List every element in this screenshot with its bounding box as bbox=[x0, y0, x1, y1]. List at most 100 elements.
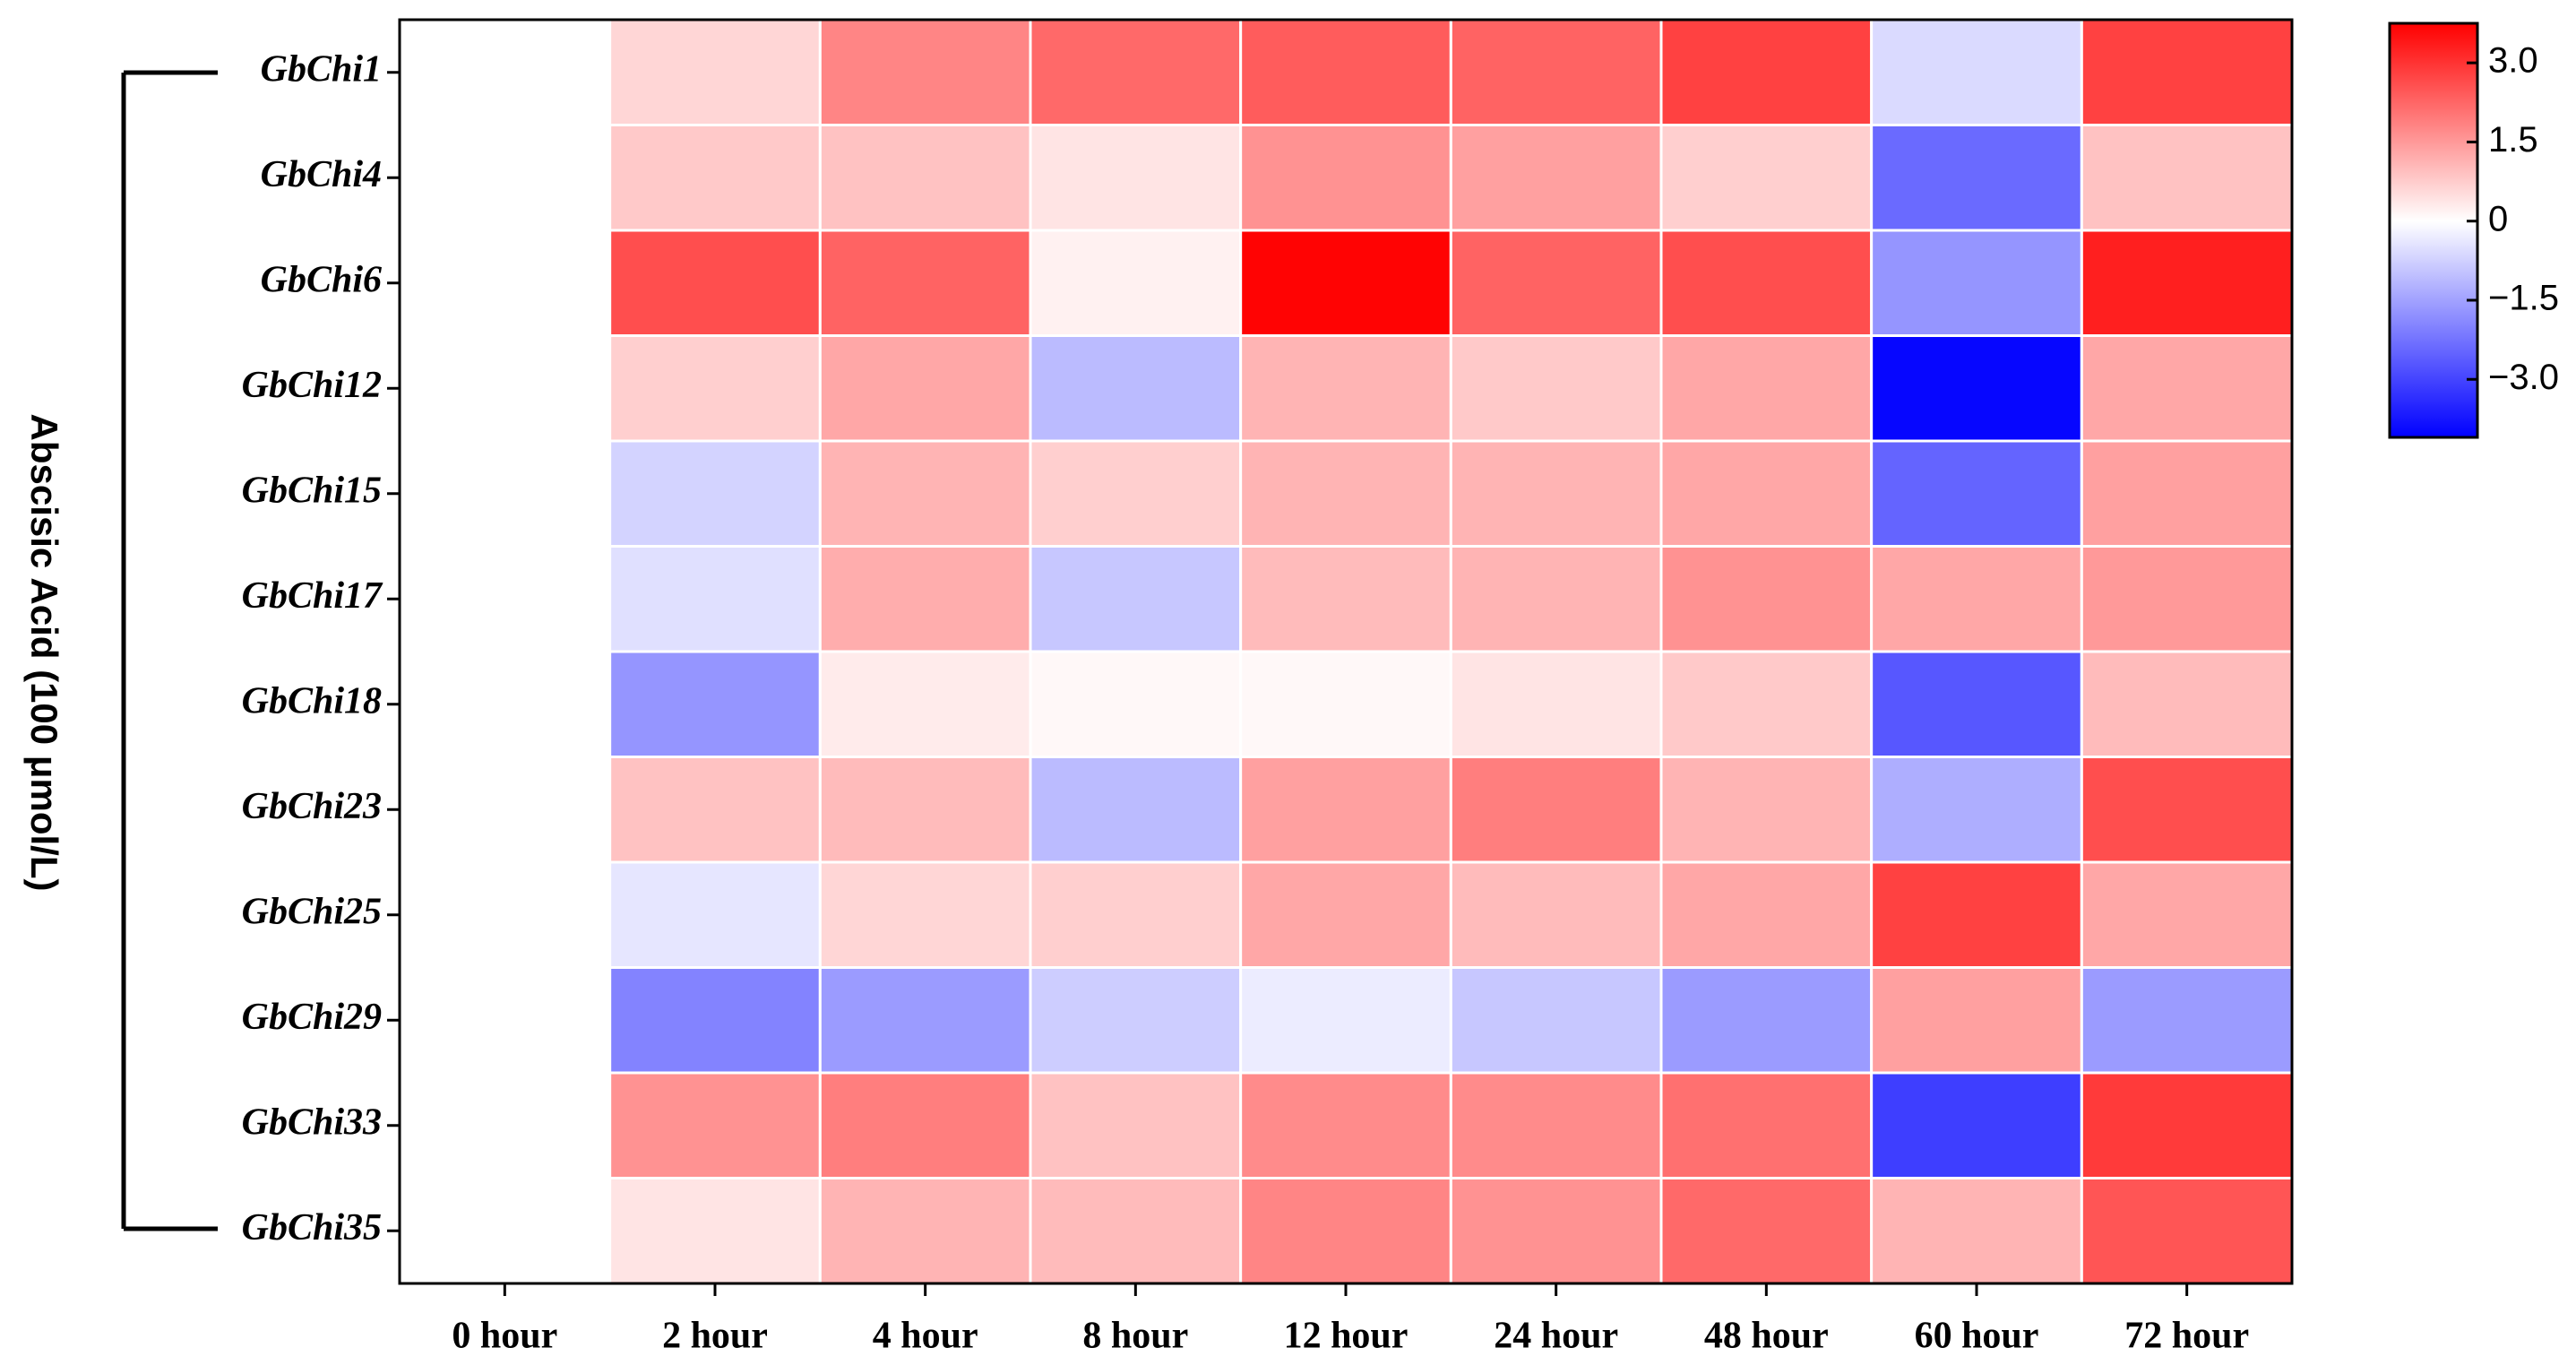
row-label: GbChi29 bbox=[242, 997, 382, 1038]
heatmap-cell bbox=[2080, 124, 2294, 232]
heatmap-cell bbox=[398, 1071, 612, 1179]
heatmap-cell bbox=[818, 1177, 1032, 1285]
row-label: GbChi23 bbox=[242, 786, 382, 827]
heatmap-cell bbox=[1239, 229, 1452, 337]
heatmap-cell bbox=[2080, 439, 2294, 548]
heatmap-cell bbox=[1029, 124, 1243, 232]
heatmap-cell bbox=[818, 439, 1032, 548]
row-label: GbChi1 bbox=[261, 48, 382, 90]
colorbar-tick-label: 3.0 bbox=[2488, 41, 2538, 81]
x-tick-label: 24 hour bbox=[1494, 1316, 1618, 1357]
heatmap-cell bbox=[818, 966, 1032, 1075]
heatmap-cell bbox=[1449, 966, 1663, 1075]
heatmap-cell bbox=[1870, 1071, 2083, 1179]
heatmap-cell bbox=[608, 1071, 822, 1179]
heatmap-cell bbox=[1870, 1177, 2083, 1285]
heatmap-cell bbox=[398, 334, 612, 443]
heatmap-cell bbox=[1239, 545, 1452, 653]
heatmap-cell bbox=[1449, 860, 1663, 969]
x-tick-label: 2 hour bbox=[662, 1316, 768, 1357]
heatmap-cell bbox=[608, 124, 822, 232]
heatmap-cell bbox=[608, 650, 822, 758]
heatmap-cell bbox=[818, 545, 1032, 653]
x-tick-label: 48 hour bbox=[1704, 1316, 1829, 1357]
heatmap-cell bbox=[1449, 334, 1663, 443]
heatmap-cell bbox=[818, 124, 1032, 232]
heatmap-cell bbox=[1239, 18, 1452, 126]
heatmap-cell bbox=[1659, 966, 1874, 1075]
heatmap-cell bbox=[1870, 124, 2083, 232]
heatmap-cell bbox=[1029, 860, 1243, 969]
row-label: GbChi12 bbox=[242, 365, 382, 406]
heatmap-cell bbox=[1659, 650, 1874, 758]
heatmap-cell bbox=[1029, 334, 1243, 443]
heatmap-cell bbox=[398, 966, 612, 1075]
heatmap-cell bbox=[1029, 545, 1243, 653]
heatmap-cell bbox=[1870, 18, 2083, 126]
heatmap-cell bbox=[1870, 966, 2083, 1075]
heatmap-cell bbox=[1659, 1071, 1874, 1179]
x-tick-label: 12 hour bbox=[1284, 1316, 1409, 1357]
heatmap-cell bbox=[1659, 545, 1874, 653]
heatmap-cell bbox=[1029, 650, 1243, 758]
heatmap-cell bbox=[608, 18, 822, 126]
heatmap-cell bbox=[398, 1177, 612, 1285]
heatmap-cell bbox=[608, 545, 822, 653]
heatmap-cell bbox=[1659, 860, 1874, 969]
heatmap-cell bbox=[2080, 229, 2294, 337]
heatmap-cell bbox=[1239, 1177, 1452, 1285]
heatmap-cell bbox=[1239, 650, 1452, 758]
heatmap-cell bbox=[1870, 334, 2083, 443]
colorbar-tick-label: 1.5 bbox=[2488, 120, 2538, 160]
heatmap-cell bbox=[398, 650, 612, 758]
heatmap-cell bbox=[1029, 229, 1243, 337]
heatmap-cell bbox=[1239, 124, 1452, 232]
heatmap-cell bbox=[608, 229, 822, 337]
heatmap-cell bbox=[818, 229, 1032, 337]
bracket bbox=[121, 70, 218, 1231]
heatmap-cell bbox=[1870, 439, 2083, 548]
heatmap-cell bbox=[2080, 756, 2294, 864]
x-tick-label: 4 hour bbox=[873, 1316, 978, 1357]
colorbar-tick-label: 0 bbox=[2488, 199, 2508, 238]
heatmap-cell bbox=[1449, 545, 1663, 653]
heatmap-cell bbox=[1659, 439, 1874, 548]
row-label: GbChi35 bbox=[242, 1207, 382, 1248]
heatmap-cell bbox=[398, 124, 612, 232]
heatmap-cell bbox=[1449, 18, 1663, 126]
row-label: GbChi25 bbox=[242, 891, 382, 932]
heatmap-cell bbox=[1239, 1071, 1452, 1179]
heatmap-cell bbox=[608, 334, 822, 443]
heatmap-cell bbox=[1870, 756, 2083, 864]
x-tick-label: 0 hour bbox=[452, 1316, 557, 1357]
heatmap-cell bbox=[818, 650, 1032, 758]
colorbar bbox=[2388, 22, 2479, 439]
x-tick-label: 60 hour bbox=[1915, 1316, 2039, 1357]
row-label: GbChi17 bbox=[242, 575, 383, 617]
heatmap-cell bbox=[1659, 1177, 1874, 1285]
heatmap-cell bbox=[1239, 860, 1452, 969]
heatmap-cell bbox=[398, 229, 612, 337]
row-label: GbChi4 bbox=[261, 154, 382, 195]
heatmap-cell bbox=[398, 439, 612, 548]
row-label: GbChi15 bbox=[242, 470, 382, 511]
heatmap-cell bbox=[1239, 966, 1452, 1075]
colorbar-tick-label: −3.0 bbox=[2488, 358, 2559, 397]
heatmap-cell bbox=[2080, 334, 2294, 443]
heatmap-cell bbox=[2080, 650, 2294, 758]
heatmap-cell bbox=[2080, 18, 2294, 126]
heatmap-cell bbox=[1029, 756, 1243, 864]
heatmap-cell bbox=[1239, 756, 1452, 864]
heatmap-cell bbox=[1449, 439, 1663, 548]
heatmap-cell bbox=[1870, 545, 2083, 653]
heatmap-cell bbox=[1029, 966, 1243, 1075]
heatmap-cell bbox=[818, 756, 1032, 864]
heatmap-cell bbox=[608, 1177, 822, 1285]
heatmap-cell bbox=[398, 756, 612, 864]
heatmap-cell bbox=[1029, 18, 1243, 126]
heatmap-cell bbox=[1659, 18, 1874, 126]
heatmap-cell bbox=[1029, 1071, 1243, 1179]
heatmap-cell bbox=[1449, 756, 1663, 864]
